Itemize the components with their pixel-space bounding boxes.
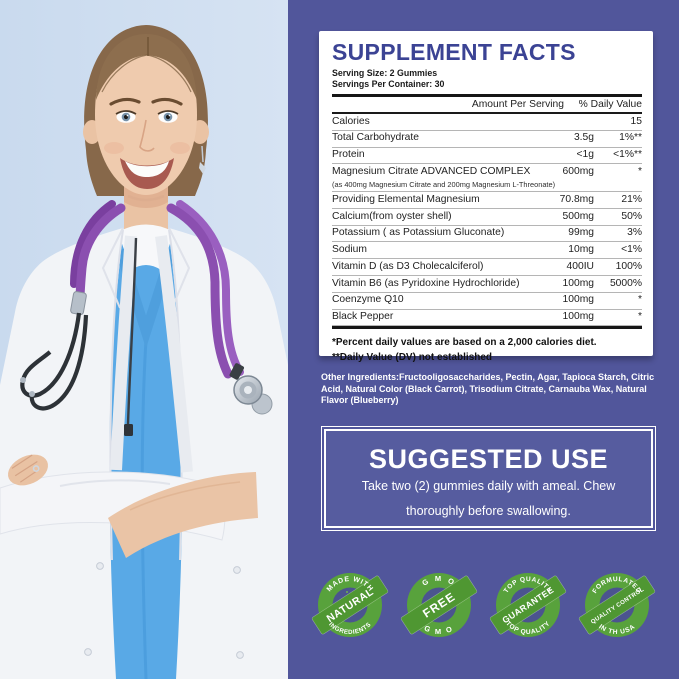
nutrient-name: Potassium ( as Potassium Gluconate) [332, 227, 505, 239]
table-row: Calories 15 [332, 114, 642, 131]
nutrient-name: Vitamin D (as D3 Cholecalciferol) [332, 260, 484, 272]
nutrient-name: Total Carbohydrate [332, 132, 420, 144]
other-ingredients: Other Ingredients:Fructooligosaccharides… [321, 372, 655, 405]
table-row: Providing Elemental Magnesium 70.8mg 21% [332, 192, 642, 209]
header-daily-value: % Daily Value [578, 99, 642, 110]
nutrient-amount: <1g [576, 149, 594, 161]
nutrient-subtext: (as 400mg Magnesium Citrate and 200mg Ma… [332, 180, 642, 193]
badge-bottom-label: G M O [423, 624, 453, 636]
nutrient-amount: 3.5g [573, 132, 594, 144]
table-row-complex: Magnesium Citrate ADVANCED COMPLEX 600mg… [332, 164, 642, 193]
nutrient-amount: 99mg [568, 227, 594, 239]
table-row: Black Pepper 100mg * [332, 310, 642, 327]
nutrient-dv: * [637, 311, 642, 323]
table-row: Total Carbohydrate 3.5g 1%** [332, 131, 642, 148]
nutrient-amount: 500mg [562, 210, 594, 222]
gmo-free-seal-icon: FREE G M O G M O [400, 573, 478, 637]
nutrient-amount: 600mg [562, 165, 594, 177]
nutrient-amount: 10mg [568, 244, 594, 256]
nutrient-dv: 3% [627, 227, 642, 239]
table-row: Calcium(from oyster shell) 500mg 50% [332, 209, 642, 226]
nutrient-name: Sodium [332, 244, 367, 256]
nutrient-dv: 21% [621, 193, 642, 205]
table-row: Vitamin B6 (as Pyridoxine Hydrochloride)… [332, 276, 642, 293]
nutrient-dv: 5000% [609, 277, 642, 289]
top-quality-guarantee-seal-icon: GUARANTEE TOP QUALITY TOP QUALITY [489, 573, 567, 637]
formulated-in-usa-seal-icon: QUALITY CONTROL FORMULATED IN TH USA [578, 573, 656, 637]
nutrient-dv: <1%** [613, 149, 642, 161]
nutrient-dv: 1%** [619, 132, 642, 144]
nutrient-amount: 100mg [562, 311, 594, 323]
nutrient-name: Black Pepper [332, 311, 394, 323]
table-row: Coenzyme Q10 100mg * [332, 293, 642, 310]
header-amount-per-serving: Amount Per Serving [471, 99, 564, 110]
nutrient-name: Vitamin B6 (as Pyridoxine Hydrochloride) [332, 277, 520, 289]
supplement-facts-panel: SUPPLEMENT FACTS Serving Size: 2 Gummies… [319, 31, 653, 363]
divider-thick [332, 326, 642, 330]
nutrient-name: Protein [332, 149, 365, 161]
nutrient-dv: * [637, 165, 642, 177]
nutrient-amount: 100mg [562, 294, 594, 306]
nutrient-name: Providing Elemental Magnesium [332, 193, 480, 205]
nutrient-dv: 100% [615, 260, 642, 272]
serving-size: Serving Size: 2 Gummies [332, 68, 438, 78]
nutrient-amount: 400IU [566, 260, 594, 272]
natural-ingredients-seal-icon: NATURAL MADE WITH INGREDIENTS [311, 573, 389, 637]
doctor-photo [0, 0, 288, 679]
suggested-use-title: SUGGESTED USE [368, 444, 609, 474]
table-row: Magnesium Citrate ADVANCED COMPLEX 600mg… [332, 164, 642, 180]
suggested-use-box: SUGGESTED USE Take two (2) gummies daily… [321, 426, 656, 531]
facts-title: SUPPLEMENT FACTS [332, 39, 576, 65]
suggested-use-line1: Take two (2) gummies daily with ameal. C… [361, 479, 616, 493]
footnote-percent-dv: *Percent daily values are based on a 2,0… [332, 337, 597, 349]
suggested-use-line2: thoroughly before swallowing. [406, 504, 571, 518]
servings-per-container: Servings Per Container: 30 [332, 79, 445, 89]
nutrient-dv: 50% [621, 210, 642, 222]
divider-thick [332, 94, 642, 97]
nutrient-dv: <1% [621, 244, 642, 256]
nutrient-dv: * [637, 294, 642, 306]
table-row: Vitamin D (as D3 Cholecalciferol) 400IU … [332, 259, 642, 277]
nutrient-name: Magnesium Citrate ADVANCED COMPLEX [332, 165, 531, 177]
nutrient-name: Calories [332, 115, 370, 127]
table-row: Sodium 10mg <1% [332, 242, 642, 260]
doctor-illustration [0, 0, 288, 679]
footnote-dv-not-established: **Daily Value (DV) not established [332, 352, 493, 364]
nutrient-amount [548, 116, 594, 129]
table-row: Potassium ( as Potassium Gluconate) 99mg… [332, 226, 642, 243]
nutrient-dv: 15 [630, 115, 642, 127]
nutrient-name: Calcium(from oyster shell) [332, 210, 452, 222]
quality-badges-row: NATURAL MADE WITH INGREDIENTS FREE G M O… [310, 565, 658, 645]
nutrient-amount: 100mg [562, 277, 594, 289]
table-row: Protein <1g <1%** [332, 148, 642, 165]
table-header: Amount Per Serving % Daily Value [332, 97, 642, 114]
nutrient-amount: 70.8mg [559, 193, 594, 205]
nutrient-name: Coenzyme Q10 [332, 294, 404, 306]
svg-text:G M O: G M O [423, 624, 455, 636]
